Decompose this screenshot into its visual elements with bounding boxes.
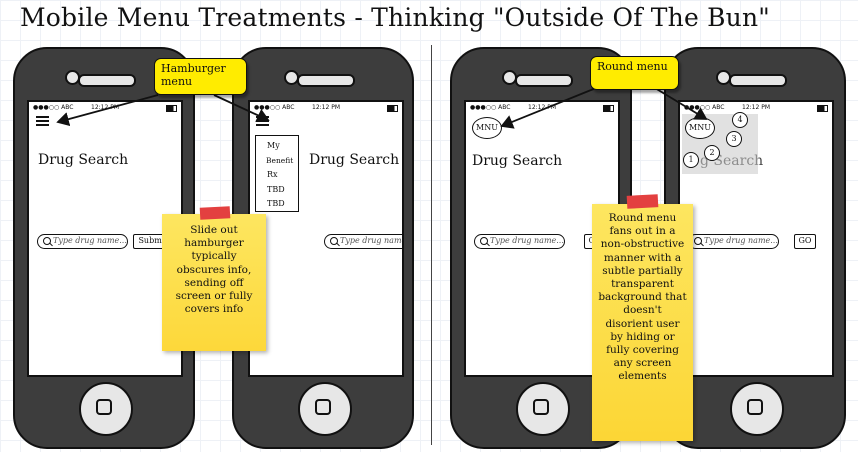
carrier-signal: ●●●○○ ABC	[470, 104, 511, 111]
tape-right	[626, 194, 659, 209]
fan-item-3[interactable]: 3	[726, 131, 742, 147]
fan-item-4[interactable]: 4	[732, 112, 748, 128]
search-input[interactable]: Type drug name...	[688, 234, 779, 249]
sticky-note-right: Round menu fans out in a non-obstructive…	[592, 204, 693, 441]
search-placeholder: Type drug name...	[53, 236, 127, 245]
menu-item[interactable]: TBD	[267, 184, 285, 194]
screen-heading: Drug Search	[472, 153, 563, 169]
page-title: Mobile Menu Treatments - Thinking "Outsi…	[20, 3, 770, 32]
search-input[interactable]: Type drug name...	[37, 234, 128, 249]
carrier-signal: ●●●○○ ABC	[254, 104, 295, 111]
home-button[interactable]	[79, 382, 133, 436]
home-button[interactable]	[516, 382, 570, 436]
hamburger-menu-callout: Hamburger menu	[154, 58, 247, 95]
status-bar: ●●●○○ ABC 12:12 PM	[680, 102, 832, 114]
round-menu-callout: Round menu	[590, 56, 679, 90]
round-menu-button[interactable]: MNU	[685, 117, 715, 139]
search-input[interactable]: Type drug name...	[474, 234, 565, 249]
note-right-text: Round menu fans out in a non-obstructive…	[598, 212, 687, 383]
search-icon	[330, 237, 338, 245]
menu-item[interactable]: Rx	[267, 170, 278, 179]
speaker-grille	[729, 74, 787, 87]
note-left-text: Slide out hamburger typically obscures i…	[175, 224, 253, 316]
round-menu-button[interactable]: MNU	[472, 117, 502, 139]
status-bar: ●●●○○ ABC 12:12 PM	[29, 102, 181, 114]
screen-heading: Drug Search	[38, 152, 129, 168]
menu-item[interactable]: My	[267, 141, 280, 150]
search-input[interactable]: Type drug name...	[324, 234, 402, 249]
sticky-note-left: Slide out hamburger typically obscures i…	[162, 214, 266, 351]
phone-4-screen: ●●●○○ ABC 12:12 PM g Search MNU 1 2 3 4 …	[678, 100, 834, 377]
status-time: 12:12 PM	[742, 104, 770, 111]
menu-item[interactable]: Benefit	[266, 155, 294, 165]
speaker-grille	[515, 74, 573, 87]
phone-2-screen: ●●●○○ ABC 12:12 PM My Benefit Rx TBD TBD…	[248, 100, 404, 377]
status-bar: ●●●○○ ABC 12:12 PM	[250, 102, 402, 114]
screen-heading: Drug Search	[309, 152, 400, 168]
section-divider	[431, 45, 432, 445]
hamburger-menu-icon[interactable]	[256, 116, 269, 126]
battery-icon	[603, 105, 614, 112]
speaker-grille	[297, 74, 355, 87]
battery-icon	[817, 105, 828, 112]
hamburger-menu-icon[interactable]	[36, 116, 49, 126]
slide-out-menu: My Benefit Rx TBD TBD	[255, 135, 299, 212]
status-time: 12:12 PM	[91, 104, 119, 111]
search-placeholder: Type drug name...	[340, 236, 402, 245]
status-bar: ●●●○○ ABC 12:12 PM	[466, 102, 618, 114]
go-button[interactable]: GO	[794, 234, 816, 249]
search-icon	[480, 237, 488, 245]
phone-4: ●●●○○ ABC 12:12 PM g Search MNU 1 2 3 4 …	[664, 47, 846, 449]
fan-item-1[interactable]: 1	[683, 152, 699, 168]
phone-1-screen: ●●●○○ ABC 12:12 PM Drug Search Type drug…	[27, 100, 183, 377]
home-button[interactable]	[730, 382, 784, 436]
battery-icon	[166, 105, 177, 112]
status-time: 12:12 PM	[312, 104, 340, 111]
battery-icon	[387, 105, 398, 112]
search-placeholder: Type drug name...	[704, 236, 778, 245]
carrier-signal: ●●●○○ ABC	[33, 104, 74, 111]
fan-item-2[interactable]: 2	[704, 145, 720, 161]
search-icon	[694, 237, 702, 245]
menu-item[interactable]: TBD	[267, 199, 285, 208]
status-time: 12:12 PM	[528, 104, 556, 111]
search-icon	[43, 237, 51, 245]
speaker-grille	[78, 74, 136, 87]
search-placeholder: Type drug name...	[490, 236, 564, 245]
tape-left	[199, 206, 231, 220]
home-button[interactable]	[298, 382, 352, 436]
